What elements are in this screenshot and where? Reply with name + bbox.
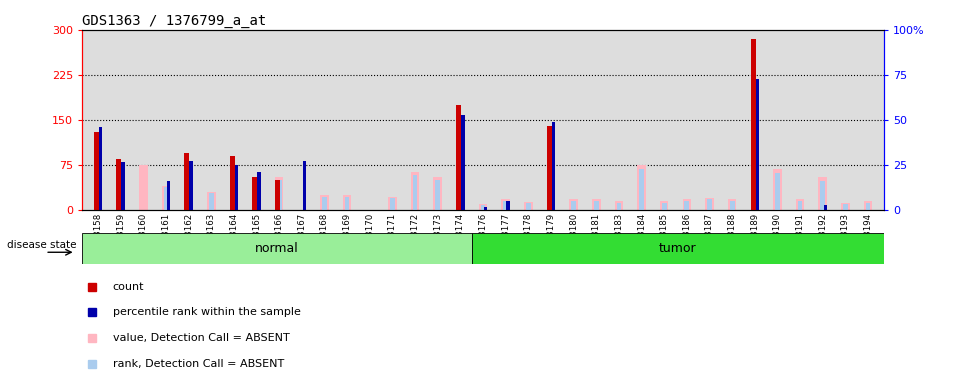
Bar [662,203,667,210]
Bar [122,162,125,210]
Bar [616,203,621,210]
Bar [479,204,487,210]
Text: tumor: tumor [659,242,696,255]
Bar [320,195,328,210]
Bar [412,175,417,210]
Bar [639,169,644,210]
Bar [434,177,442,210]
Bar [843,204,848,210]
Text: rank, Detection Call = ABSENT: rank, Detection Call = ABSENT [113,359,284,369]
Bar [388,197,397,210]
Bar [729,201,734,210]
Bar [820,181,825,210]
Bar [161,186,170,210]
Bar [302,161,306,210]
Bar [209,193,213,210]
Bar [824,205,827,210]
Bar [230,156,235,210]
Bar [638,165,646,210]
Bar [705,198,714,210]
Bar [569,199,578,210]
Bar [660,201,668,210]
Bar [796,199,805,210]
Bar [773,169,781,210]
Bar [506,201,510,210]
Bar [798,201,803,210]
Bar [411,172,419,210]
Bar [818,177,827,210]
Bar [526,203,530,210]
Bar [257,172,261,210]
Bar [841,203,850,210]
Bar [117,159,122,210]
Bar [751,39,755,210]
Bar [189,161,193,210]
Text: count: count [113,282,144,292]
Bar [82,232,471,264]
Bar [501,199,510,210]
Bar [685,201,689,210]
Text: percentile rank within the sample: percentile rank within the sample [113,308,300,318]
Bar [864,201,872,210]
Bar [775,173,780,210]
Bar [484,207,487,210]
Bar [471,232,884,264]
Bar [592,199,601,210]
Bar [571,201,576,210]
Text: value, Detection Call = ABSENT: value, Detection Call = ABSENT [113,333,290,343]
Bar [552,122,555,210]
Bar [322,197,327,210]
Bar [235,165,238,210]
Bar [866,203,870,210]
Bar [139,165,148,210]
Bar [277,180,281,210]
Text: normal: normal [255,242,298,255]
Bar [503,201,508,210]
Text: disease state: disease state [7,240,76,250]
Bar [163,187,168,210]
Bar [683,199,691,210]
Bar [456,105,461,210]
Bar [275,177,283,210]
Bar [707,199,712,210]
Bar [252,177,257,210]
Bar [167,181,170,210]
Bar [94,132,99,210]
Bar [481,205,485,210]
Bar [755,79,759,210]
Text: GDS1363 / 1376799_a_at: GDS1363 / 1376799_a_at [82,13,267,28]
Bar [547,126,552,210]
Bar [524,202,532,210]
Bar [390,198,395,210]
Bar [207,192,215,210]
Bar [345,197,350,210]
Bar [185,153,189,210]
Bar [99,127,102,210]
Bar [436,180,440,210]
Bar [461,115,465,210]
Bar [614,201,623,210]
Bar [594,201,599,210]
Bar [343,195,352,210]
Bar [275,180,280,210]
Bar [727,199,736,210]
